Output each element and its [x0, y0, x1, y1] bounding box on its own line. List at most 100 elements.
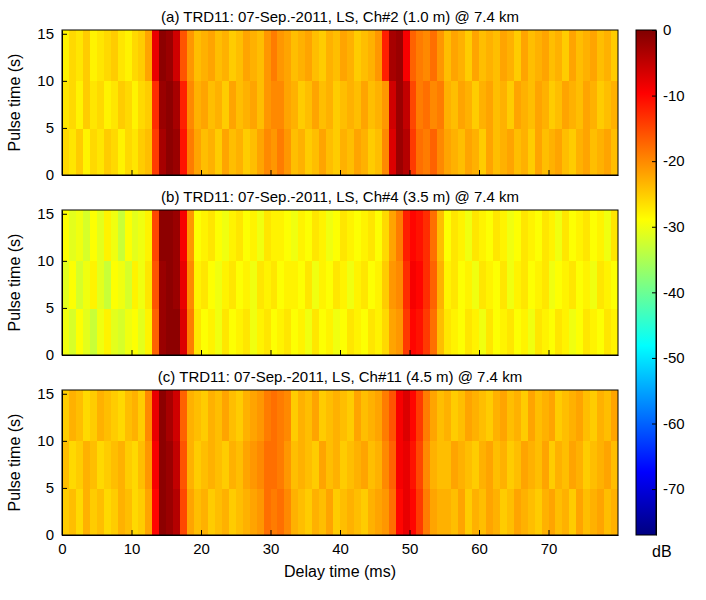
cell — [361, 128, 369, 175]
cell — [590, 210, 598, 261]
cell — [514, 488, 522, 535]
cell — [250, 210, 258, 261]
cell — [236, 441, 244, 489]
cell — [83, 390, 91, 441]
cell — [319, 81, 327, 129]
cell — [542, 390, 550, 441]
tick-mark — [652, 292, 656, 293]
tick — [201, 350, 202, 355]
cell — [145, 128, 153, 175]
cell — [257, 261, 265, 309]
cell — [340, 210, 348, 261]
cell — [486, 390, 494, 441]
cell — [382, 488, 390, 535]
cell — [465, 81, 473, 129]
cell — [416, 128, 424, 175]
tick-label: 0 — [46, 526, 54, 543]
cell — [187, 128, 195, 175]
cell — [368, 308, 376, 355]
cell — [132, 441, 140, 489]
tick-mark — [479, 170, 480, 175]
cell — [465, 30, 473, 81]
cell — [173, 210, 181, 261]
cell — [555, 261, 563, 309]
cell — [569, 261, 577, 309]
tick: 0 — [46, 166, 67, 183]
cell — [271, 261, 279, 309]
cell — [382, 30, 390, 81]
cell — [132, 128, 140, 175]
cell — [201, 261, 209, 309]
cell — [403, 30, 411, 81]
cell — [416, 261, 424, 309]
cell — [604, 308, 612, 355]
cell — [416, 488, 424, 535]
cell — [284, 128, 292, 175]
cell — [542, 308, 550, 355]
cell — [507, 488, 515, 535]
cell — [569, 81, 577, 129]
cell — [264, 308, 272, 355]
cell — [347, 30, 355, 81]
cell — [486, 210, 494, 261]
axis-line — [62, 391, 63, 536]
tick — [549, 350, 550, 355]
cell — [83, 30, 91, 81]
cell — [312, 308, 320, 355]
cell — [201, 81, 209, 129]
cell — [590, 81, 598, 129]
cell — [97, 441, 105, 489]
cell — [194, 441, 202, 489]
cell — [138, 128, 146, 175]
cell — [403, 210, 411, 261]
cell — [347, 441, 355, 489]
cell — [430, 261, 438, 309]
cell — [354, 30, 362, 81]
tick-label: -60 — [663, 415, 685, 432]
cell — [236, 308, 244, 355]
tick: -10 — [652, 87, 685, 104]
cell — [382, 390, 390, 441]
cell — [138, 81, 146, 129]
cell — [145, 210, 153, 261]
cell — [333, 210, 341, 261]
cell — [569, 308, 577, 355]
cell — [222, 441, 230, 489]
cell — [104, 308, 112, 355]
cell — [180, 441, 188, 489]
cell — [180, 390, 188, 441]
cell — [597, 390, 605, 441]
cell — [333, 30, 341, 81]
cell — [555, 81, 563, 129]
cell — [354, 128, 362, 175]
cell — [437, 210, 445, 261]
tick-label: -70 — [663, 480, 685, 497]
cell — [493, 81, 501, 129]
cell — [118, 261, 126, 309]
cell — [583, 488, 591, 535]
cell — [215, 210, 223, 261]
panel: 010203040506070051015(c) TRD11: 07-Sep.-… — [6, 368, 619, 580]
cell — [611, 308, 618, 355]
tick-label: 30 — [263, 540, 280, 557]
cell — [90, 441, 98, 489]
cell — [611, 30, 618, 81]
cell — [368, 441, 376, 489]
cell — [166, 390, 174, 441]
cell — [326, 128, 334, 175]
cell — [437, 441, 445, 489]
tick-label: 5 — [46, 299, 54, 316]
cell — [521, 390, 529, 441]
cell — [152, 488, 160, 535]
cell — [166, 210, 174, 261]
cell — [173, 308, 181, 355]
cell — [528, 81, 536, 129]
cell — [604, 210, 612, 261]
cell — [569, 441, 577, 489]
cell — [479, 128, 487, 175]
panel: 051015(b) TRD11: 07-Sep.-2011, LS, Ch#4 … — [6, 188, 619, 363]
cell — [145, 441, 153, 489]
cell — [444, 30, 452, 81]
cell — [458, 308, 466, 355]
cell — [319, 30, 327, 81]
